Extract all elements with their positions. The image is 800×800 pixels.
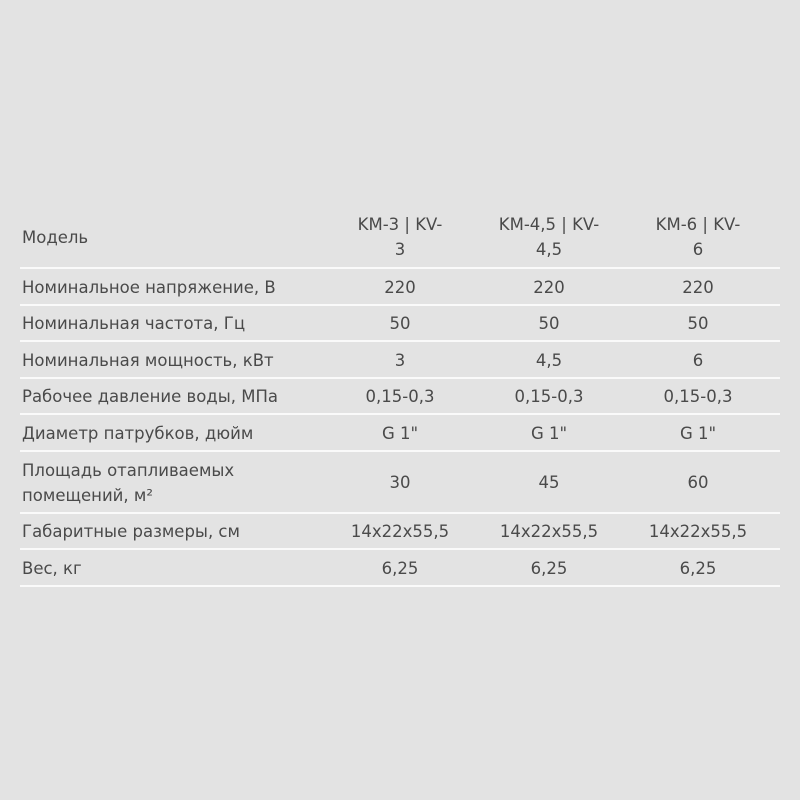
cell-value: G 1" <box>530 423 568 443</box>
cell-value: 50 <box>538 314 560 334</box>
model-name: 6 <box>692 240 704 259</box>
row-label: помещений, м² <box>22 485 153 505</box>
cell-value: 220 <box>682 277 714 297</box>
cell-value: 45 <box>538 473 560 492</box>
cell-value: 60 <box>687 473 709 492</box>
cell-value: 6,25 <box>381 558 419 578</box>
row-label: Номинальное напряжение, В <box>22 277 276 297</box>
row-label: Габаритные размеры, см <box>22 522 240 542</box>
cell-value: G 1" <box>381 423 419 443</box>
row-separator <box>20 584 780 587</box>
row-separator <box>20 340 780 342</box>
cell-value: 14x22x55,5 <box>499 522 599 542</box>
cell-value: 0,15-0,3 <box>514 387 584 407</box>
cell-value: 0,15-0,3 <box>663 387 733 407</box>
cell-value: 4,5 <box>535 350 563 370</box>
model-name: KM-4,5 | KV- <box>498 215 600 234</box>
model-name: 3 <box>394 240 406 259</box>
cell-value: 3 <box>394 350 406 370</box>
cell-value: 6,25 <box>530 558 568 578</box>
row-separator <box>20 511 780 514</box>
row-separator <box>20 449 780 452</box>
cell-value: 14x22x55,5 <box>350 522 450 542</box>
cell-value: 14x22x55,5 <box>648 522 748 542</box>
model-name: KM-3 | KV- <box>357 215 443 234</box>
cell-value: 220 <box>384 277 416 297</box>
header-label: Модель <box>22 228 89 247</box>
cell-value: 6,25 <box>679 558 717 578</box>
cell-value: 6 <box>692 350 704 370</box>
cell-value: 0,15-0,3 <box>365 387 435 407</box>
model-name: KM-6 | KV- <box>655 215 741 234</box>
cell-value: 220 <box>533 277 565 297</box>
row-label: Номинальная частота, Гц <box>22 314 246 334</box>
row-label: Номинальная мощность, кВт <box>22 350 274 370</box>
cell-value: G 1" <box>679 423 717 443</box>
row-label: Диаметр патрубков, дюйм <box>22 423 254 443</box>
row-label: Вес, кг <box>22 558 82 578</box>
row-separator <box>20 413 780 415</box>
row-label: Рабочее давление воды, МПа <box>22 387 278 407</box>
cell-value: 50 <box>687 314 709 334</box>
cell-value: 50 <box>389 314 411 334</box>
row-separator <box>20 267 780 269</box>
row-separator <box>20 548 780 550</box>
model-name: 4,5 <box>535 240 563 259</box>
row-separator <box>20 376 780 379</box>
row-label: Площадь отапливаемых <box>22 460 235 480</box>
cell-value: 30 <box>389 473 411 492</box>
row-separator <box>20 303 780 306</box>
